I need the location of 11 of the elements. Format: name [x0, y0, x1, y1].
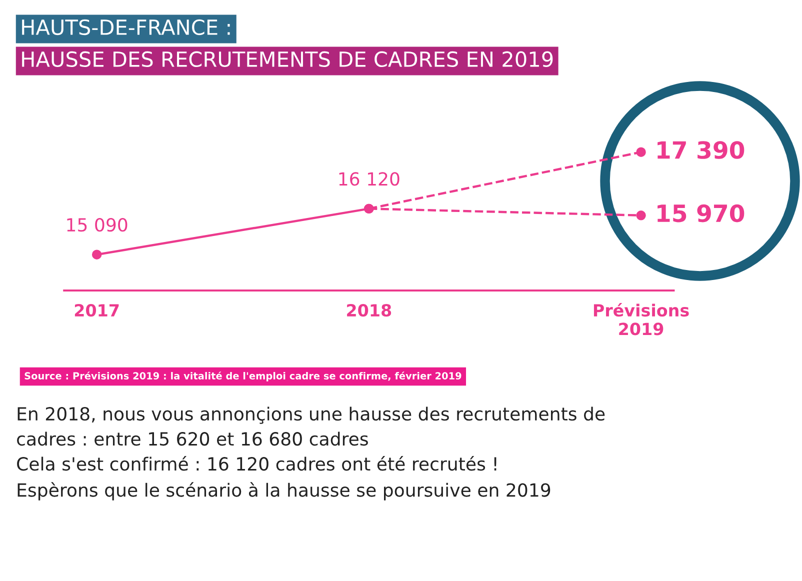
x-tick-label: Prévisions 2019: [594, 303, 689, 336]
chart-subtitle: HAUSSE DES RECRUTEMENTS DE CADRES EN 2019: [22, 51, 553, 68]
x-tick-label: 2018: [347, 304, 392, 317]
data-label: 15 090: [67, 218, 128, 232]
x-tick-label: 2017: [74, 304, 119, 317]
source-note: Source : Prévisions 2019 : la vitalité de l'emploi cadre se confirme, février 2019: [24, 372, 462, 382]
text: En 2018, nous vous annonçions une hausse des recrutements de cadres : entre 15 620 et 16 680 cadres Cela s'est confirmé : 16 120 cadres ont été recrutés ! Espèrons que le scénario à la hausse se poursuive en 2019: [17, 406, 605, 500]
data-label: 15 970: [658, 204, 744, 222]
data-label: 17 390: [658, 141, 744, 159]
chart-title: HAUTS-DE-FRANCE :: [22, 19, 230, 36]
data-label: 16 120: [339, 172, 400, 186]
